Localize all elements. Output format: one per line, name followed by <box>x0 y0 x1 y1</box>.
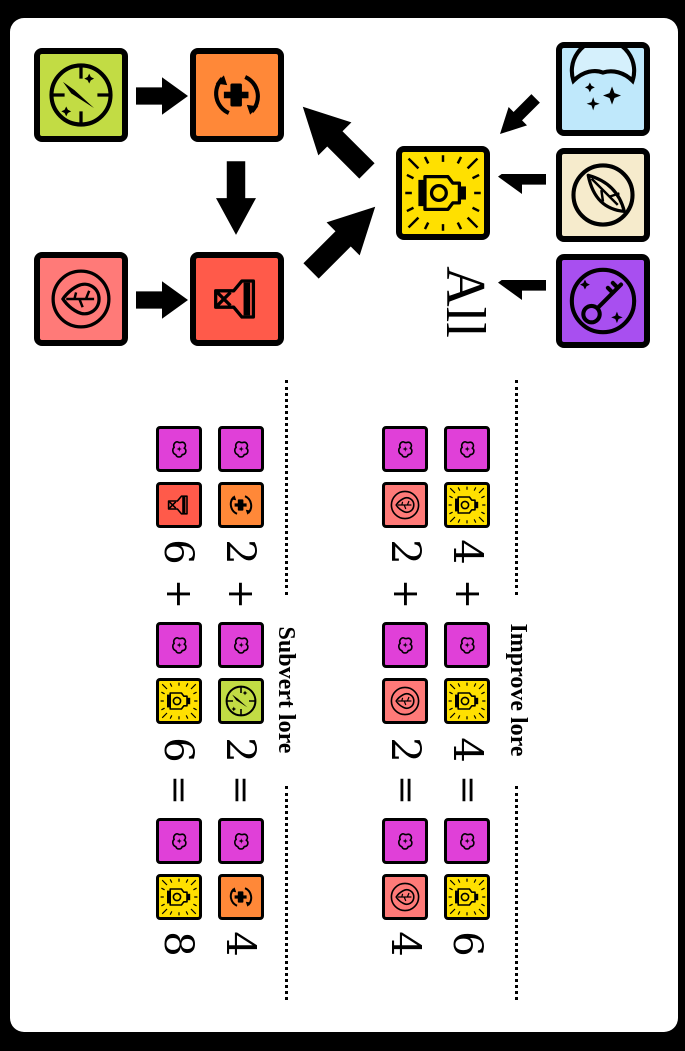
moth-icon <box>562 154 644 236</box>
moon-icon <box>562 48 644 130</box>
lore-icon <box>221 821 261 861</box>
compass-icon <box>221 681 261 721</box>
subvert-r2-c: 8 <box>158 931 198 956</box>
cycle-icon <box>221 877 261 917</box>
improve-r2-b: 2 <box>385 737 425 762</box>
subvert-r2-op2: = <box>160 775 196 805</box>
arrow-red-to-yellow <box>296 196 386 286</box>
lore-tile <box>156 622 202 668</box>
lantern-icon <box>447 485 487 525</box>
subvert-divider-top <box>285 380 288 595</box>
improve-lore-title: Improve lore <box>506 623 530 756</box>
potion-icon <box>159 485 199 525</box>
pink-aspect-tile <box>34 252 128 346</box>
lore-icon <box>385 429 425 469</box>
heart-icon <box>385 681 425 721</box>
sky-aspect-tile <box>556 42 650 136</box>
subvert-r1-op1: + <box>222 579 258 609</box>
orange-aspect-tile-small <box>218 482 264 528</box>
subvert-r1-op2: = <box>222 775 258 805</box>
lime-aspect-tile-small <box>218 678 264 724</box>
lantern-icon <box>159 877 199 917</box>
heart-icon <box>385 485 425 525</box>
all-label: All <box>438 254 492 350</box>
cream-aspect-tile <box>556 148 650 242</box>
pink-aspect-tile-small <box>382 482 428 528</box>
improve-r1-op2: = <box>449 775 485 805</box>
potion-icon <box>196 258 278 340</box>
lore-tile <box>382 426 428 472</box>
key-icon <box>562 260 644 342</box>
heart-icon <box>40 258 122 340</box>
lore-icon <box>385 625 425 665</box>
improve-r2-c: 4 <box>385 931 425 956</box>
lore-icon <box>221 625 261 665</box>
improve-divider-bottom <box>515 786 518 1000</box>
subvert-r1-c: 4 <box>220 931 260 956</box>
lore-tile <box>156 818 202 864</box>
arrow-lime-to-orange <box>136 76 188 116</box>
cycle-icon <box>221 485 261 525</box>
subvert-r1-a: 2 <box>220 539 260 564</box>
yellow-aspect-tile-small <box>444 874 490 920</box>
lore-tile <box>382 622 428 668</box>
lore-tile <box>156 426 202 472</box>
lantern-icon <box>402 152 484 234</box>
yellow-aspect-tile-small <box>444 678 490 724</box>
lore-tile <box>444 426 490 472</box>
subvert-r2-b: 6 <box>158 737 198 762</box>
yellow-aspect-tile-small <box>156 678 202 724</box>
arrow-yellow-to-orange <box>292 96 382 186</box>
improve-r1-b: 4 <box>447 737 487 762</box>
arrow-purple-to-all <box>498 280 546 320</box>
lore-icon <box>447 429 487 469</box>
orange-aspect-tile <box>190 48 284 142</box>
purple-aspect-tile <box>556 254 650 348</box>
lore-icon <box>159 821 199 861</box>
lantern-icon <box>447 681 487 721</box>
orange-aspect-tile-small <box>218 874 264 920</box>
arrow-cream-to-yellow <box>498 174 546 214</box>
subvert-r2-op1: + <box>160 579 196 609</box>
improve-r1-c: 6 <box>447 931 487 956</box>
lore-icon <box>221 429 261 469</box>
lore-tile <box>444 622 490 668</box>
improve-r2-a: 2 <box>385 539 425 564</box>
yellow-aspect-tile-small <box>156 874 202 920</box>
lore-tile <box>382 818 428 864</box>
subvert-lore-title: Subvert lore <box>274 627 298 754</box>
lore-icon <box>159 625 199 665</box>
improve-divider-top <box>515 380 518 595</box>
improve-r1-op1: + <box>449 579 485 609</box>
yellow-aspect-tile-small <box>444 482 490 528</box>
lore-icon <box>447 625 487 665</box>
subvert-r1-b: 2 <box>220 737 260 762</box>
improve-r2-op2: = <box>387 775 423 805</box>
arrow-sky-to-yellow <box>494 90 544 140</box>
lore-tile <box>218 622 264 668</box>
lime-aspect-tile <box>34 48 128 142</box>
yellow-aspect-tile <box>396 146 490 240</box>
arrow-pink-to-red <box>136 280 188 320</box>
heart-icon <box>385 877 425 917</box>
compass-icon <box>40 54 122 136</box>
cycle-icon <box>196 54 278 136</box>
pink-aspect-tile-small <box>382 874 428 920</box>
arrow-orange-to-red <box>216 150 256 246</box>
improve-r1-a: 4 <box>447 539 487 564</box>
red-aspect-tile-small <box>156 482 202 528</box>
lantern-icon <box>159 681 199 721</box>
pink-aspect-tile-small <box>382 678 428 724</box>
lore-icon <box>159 429 199 469</box>
lore-tile <box>218 818 264 864</box>
lore-icon <box>385 821 425 861</box>
red-aspect-tile <box>190 252 284 346</box>
subvert-divider-bottom <box>285 786 288 1000</box>
lore-icon <box>447 821 487 861</box>
lantern-icon <box>447 877 487 917</box>
lore-tile <box>218 426 264 472</box>
improve-r2-op1: + <box>387 579 423 609</box>
lore-tile <box>444 818 490 864</box>
subvert-r2-a: 6 <box>158 539 198 564</box>
